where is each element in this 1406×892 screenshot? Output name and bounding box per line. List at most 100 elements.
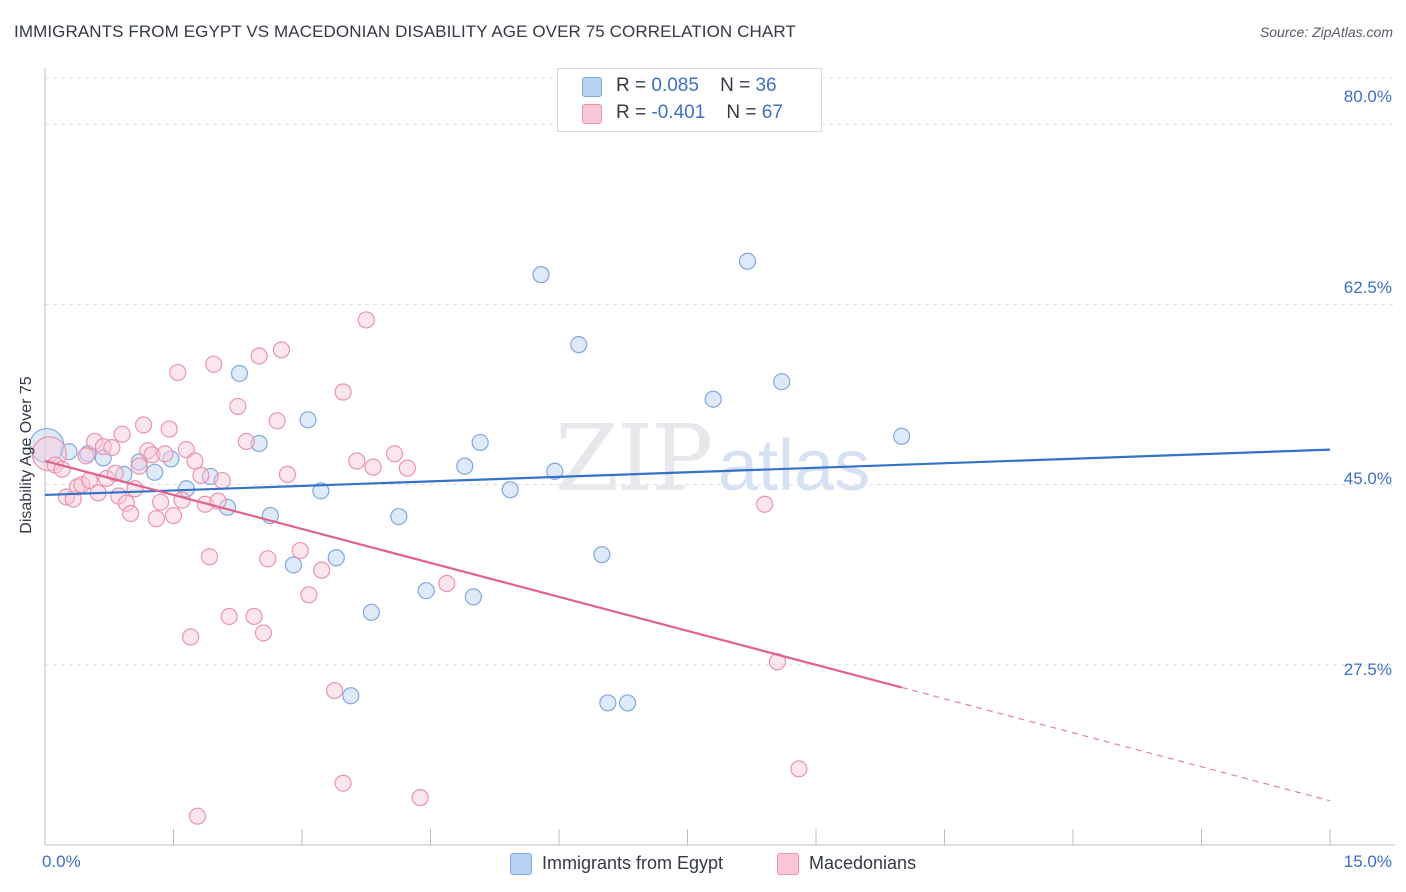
points-layer	[29, 252, 911, 825]
egypt-point	[471, 433, 489, 452]
macedonian-point	[117, 494, 135, 512]
egypt-point	[342, 687, 360, 705]
legend-n-value: 36	[755, 75, 777, 96]
macedonian-point	[122, 504, 140, 523]
macedonian-point	[213, 471, 231, 490]
macedonian-point	[186, 452, 204, 470]
chart-title: IMMIGRANTS FROM EGYPT VS MACEDONIAN DISA…	[14, 22, 796, 41]
y-axis-label: Disability Age Over 75	[18, 376, 35, 534]
egypt-point	[464, 588, 482, 606]
macedonian-point	[245, 607, 263, 626]
y-tick-label: 62.5%	[1343, 278, 1392, 297]
macedonian-point	[272, 341, 291, 359]
macedonian-point	[200, 548, 219, 566]
macedonian-trend-extension	[901, 686, 1331, 802]
macedonian-point	[229, 397, 247, 416]
egypt-point	[618, 694, 637, 712]
egypt-trend-line	[44, 448, 1331, 497]
legend-swatch-macedonians	[582, 104, 602, 124]
legend-r-value: 0.085	[651, 75, 699, 96]
macedonian-point	[173, 491, 191, 509]
egypt-point	[893, 427, 911, 445]
legend-r-label: R =	[616, 102, 647, 123]
macedonian-point	[300, 586, 318, 604]
egypt-point	[593, 546, 611, 564]
bottom-legend-label-egypt: Immigrants from Egypt	[542, 853, 724, 873]
macedonian-point	[291, 541, 309, 560]
macedonian-point	[164, 506, 183, 525]
macedonian-point	[254, 624, 273, 642]
legend-n-value: 67	[761, 102, 783, 123]
watermark: ZIP atlas	[555, 405, 870, 512]
macedonian-point	[364, 458, 382, 476]
egypt-point	[456, 457, 474, 475]
macedonian-point	[152, 493, 170, 511]
macedonian-point	[357, 311, 375, 329]
macedonian-point	[385, 445, 404, 463]
legend-r-value: -0.401	[651, 102, 706, 123]
egypt-point	[299, 411, 317, 429]
macedonian-point	[177, 441, 195, 459]
macedonian-point	[259, 550, 277, 568]
macedonian-point	[755, 495, 774, 513]
macedonian-point	[398, 459, 416, 477]
egypt-point	[327, 549, 345, 567]
legend: R = 0.085 N = 36 R = -0.401 N = 67	[557, 68, 822, 132]
y-tick-label: 80.0%	[1343, 87, 1392, 106]
macedonian-point	[77, 447, 95, 465]
egypt-point	[312, 482, 330, 500]
macedonian-point	[169, 363, 187, 382]
macedonian-point	[348, 452, 366, 470]
macedonian-point	[268, 412, 286, 430]
macedonian-point	[411, 789, 429, 807]
macedonian-point	[313, 561, 331, 579]
y-tick-label: 27.5%	[1343, 660, 1392, 679]
legend-n-label: N =	[726, 102, 757, 123]
egypt-point	[704, 390, 722, 408]
legend-n-label: N =	[720, 75, 751, 96]
egypt-point	[284, 556, 303, 574]
macedonian-trend-line	[44, 459, 902, 689]
egypt-point	[546, 462, 564, 480]
macedonian-point	[182, 628, 200, 646]
macedonian-point	[130, 457, 148, 475]
macedonian-point	[325, 681, 344, 700]
macedonian-point	[220, 607, 238, 626]
egypt-point	[599, 694, 617, 712]
y-tick-label: 45.0%	[1343, 469, 1392, 488]
macedonian-point	[438, 574, 456, 593]
egypt-point	[250, 434, 268, 453]
macedonian-point	[156, 445, 174, 463]
bottom-legend-swatch-egypt	[510, 853, 532, 875]
egypt-point	[417, 582, 435, 600]
bottom-legend-label-macedonians: Macedonians	[809, 853, 917, 873]
egypt-point	[570, 336, 588, 354]
axis-layer	[44, 68, 1395, 846]
bottom-legend-swatch-macedonians	[777, 853, 799, 875]
macedonian-point	[334, 383, 352, 401]
egypt-point	[532, 266, 550, 284]
macedonian-point	[160, 420, 178, 438]
macedonian-point	[188, 807, 207, 825]
macedonian-point	[134, 416, 153, 434]
macedonian-point	[334, 774, 352, 792]
macedonian-point	[147, 510, 165, 528]
egypt-point	[230, 364, 249, 383]
x-tick-label: 15.0%	[1343, 852, 1392, 871]
trend-layer	[44, 448, 1331, 802]
egypt-point	[362, 603, 380, 621]
watermark-zip: ZIP	[555, 405, 711, 512]
legend-swatch-egypt	[582, 77, 602, 97]
macedonian-point	[250, 347, 268, 365]
egypt-point	[738, 252, 757, 270]
egypt-point	[773, 373, 791, 391]
macedonian-point	[106, 464, 124, 482]
x-tick-label: 0.0%	[42, 852, 81, 871]
source-label: Source: ZipAtlas.com	[1259, 24, 1393, 40]
egypt-point	[501, 481, 519, 499]
macedonian-point	[278, 465, 297, 483]
macedonian-point	[86, 432, 104, 451]
macedonian-point	[192, 466, 210, 484]
egypt-point	[130, 453, 148, 471]
